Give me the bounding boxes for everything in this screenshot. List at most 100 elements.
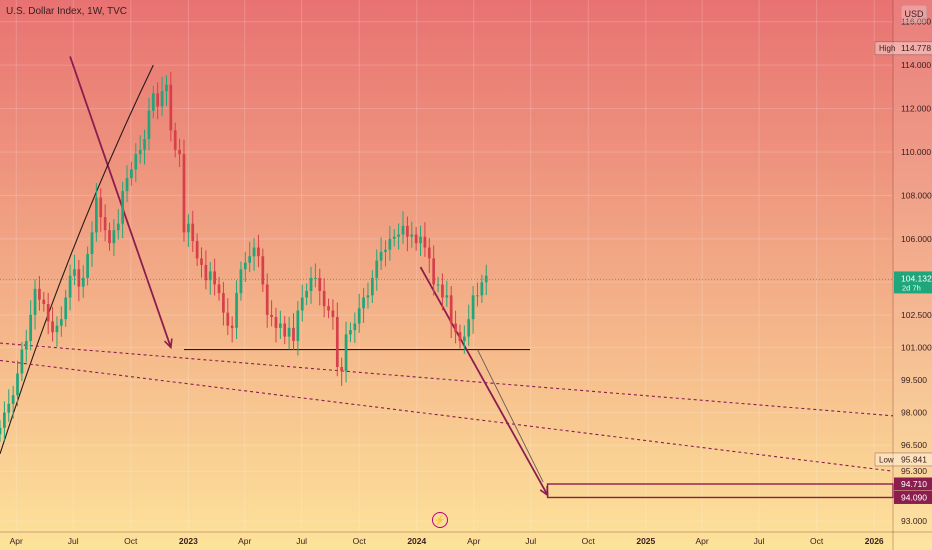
candle-body <box>296 310 300 341</box>
candle <box>292 313 295 351</box>
candle-body <box>213 271 217 285</box>
candle <box>401 211 405 244</box>
candle <box>392 229 396 247</box>
candle <box>278 310 282 339</box>
currency-unit-badge[interactable]: USD <box>901 5 927 23</box>
extrema-tag-bg <box>874 41 932 56</box>
candle-body <box>248 256 252 263</box>
candle-body <box>397 234 400 237</box>
candle-body <box>3 412 6 428</box>
drawings <box>0 56 894 499</box>
candle-body <box>81 277 85 287</box>
candle-body <box>195 241 199 259</box>
candle-body <box>366 295 370 298</box>
extrema-value: 95.841 <box>901 454 927 464</box>
candle-body <box>406 225 409 237</box>
candle-body <box>484 275 488 283</box>
candle-body <box>208 271 212 281</box>
candle-body <box>309 277 313 291</box>
candle-body <box>423 236 427 248</box>
x-tick-label: Oct <box>124 536 138 546</box>
candle-body <box>90 232 94 255</box>
projection-line <box>477 349 544 483</box>
candle-body <box>20 349 24 374</box>
y-tick-label: 106.000 <box>901 234 932 244</box>
target-box <box>546 483 894 499</box>
candle <box>274 307 278 343</box>
candle <box>287 316 291 350</box>
candle <box>24 329 28 363</box>
candle-body <box>169 84 173 131</box>
candle <box>410 221 414 248</box>
extrema-label: Low <box>879 455 894 464</box>
lightning-icon[interactable]: ⚡ <box>432 512 448 528</box>
candle-body <box>99 197 103 218</box>
x-tick-label: Apr <box>238 536 251 546</box>
candle <box>335 302 339 377</box>
candle <box>99 188 103 232</box>
candle <box>16 360 19 407</box>
candle-body <box>476 295 479 297</box>
candle-body <box>86 254 89 278</box>
candle <box>64 289 68 327</box>
candle <box>103 204 107 242</box>
candle-body <box>305 290 308 298</box>
candle <box>357 293 361 333</box>
candle <box>77 259 81 302</box>
candle <box>143 129 146 165</box>
candle <box>195 233 199 266</box>
candle-body <box>16 373 19 396</box>
candle <box>476 282 479 307</box>
candle <box>235 280 238 339</box>
y-tick-label: 101.000 <box>901 342 932 352</box>
candle-body <box>55 325 59 333</box>
candle <box>95 183 98 242</box>
candle <box>462 325 466 354</box>
candle-body <box>29 314 33 341</box>
candle-body <box>419 236 422 244</box>
candle-body <box>414 234 418 244</box>
candle <box>309 266 313 304</box>
candle <box>0 420 2 442</box>
candle-body <box>379 251 383 261</box>
candle-body <box>112 230 116 244</box>
candle <box>318 268 322 306</box>
candle <box>384 240 387 267</box>
candle <box>90 221 94 267</box>
candle <box>397 223 400 250</box>
candle-body <box>138 149 142 155</box>
candle-body <box>64 297 68 320</box>
candle-body <box>68 275 72 298</box>
candle <box>213 258 217 296</box>
candle <box>370 270 374 303</box>
time-axis[interactable]: Apr Jul Oct 2023 Apr Jul Oct 2024 Apr Jul Oct 2025 A… <box>0 531 932 546</box>
candle <box>173 122 177 158</box>
candle <box>327 298 330 319</box>
candle <box>484 264 488 296</box>
candle <box>38 275 41 311</box>
candle-body <box>77 269 81 287</box>
candle-body <box>340 366 344 372</box>
candle-body <box>322 290 326 307</box>
price-axis[interactable]: 93.000 95.300 96.500 98.000 99.500 101.000 102… <box>874 0 932 550</box>
candle <box>11 385 15 419</box>
candle-body <box>108 230 111 244</box>
candle <box>46 292 50 335</box>
candle-body <box>300 297 304 311</box>
x-tick-label: Oct <box>582 536 596 546</box>
candle-body <box>388 238 392 250</box>
candle <box>222 282 225 326</box>
candle-body <box>191 223 195 242</box>
candle-body <box>449 295 453 324</box>
candle <box>449 285 453 339</box>
candle <box>467 304 471 346</box>
dashed-trendline <box>0 342 894 417</box>
candle-body <box>121 191 125 224</box>
candle <box>419 225 422 257</box>
candle-body <box>235 293 238 328</box>
candle <box>29 300 33 351</box>
candles[interactable] <box>0 71 488 442</box>
candle <box>353 312 357 343</box>
